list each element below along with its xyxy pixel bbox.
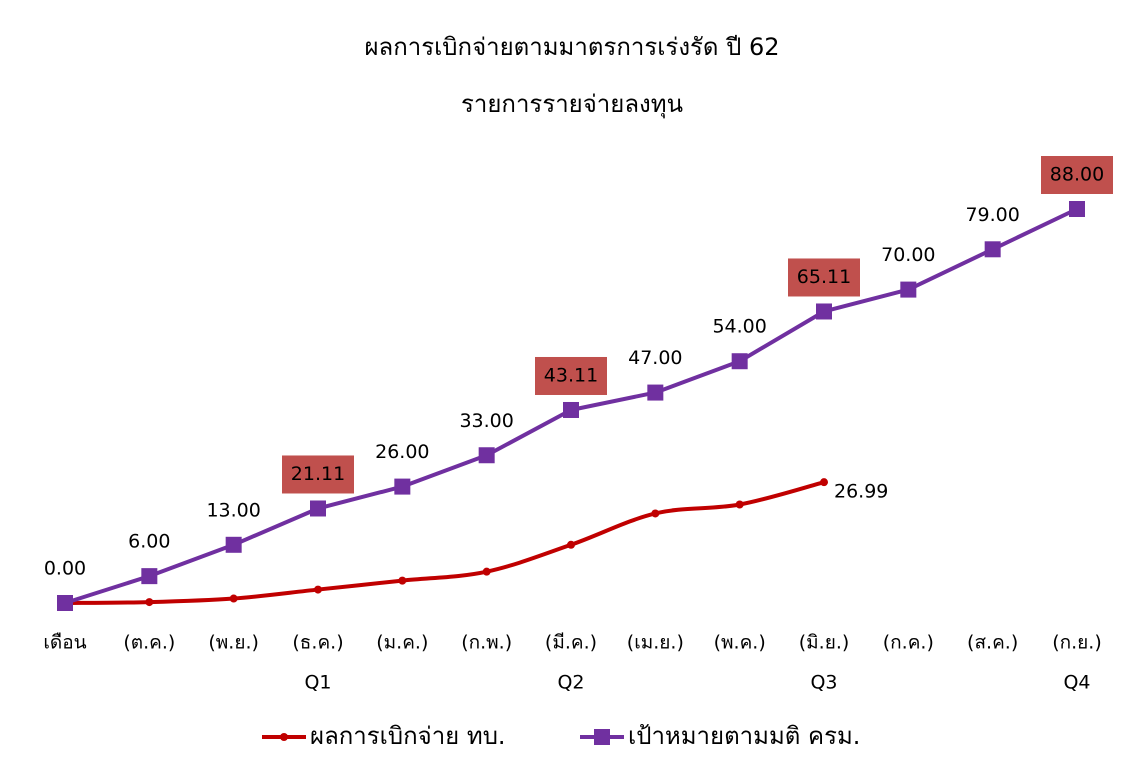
marker	[567, 540, 575, 549]
marker	[1069, 201, 1085, 217]
data-label: 21.11	[291, 463, 345, 485]
marker	[57, 595, 73, 611]
x-tick-label: (ก.ค.)	[883, 632, 934, 654]
x-tick-label: (พ.ค.)	[714, 632, 766, 654]
data-label: 79.00	[965, 204, 1019, 226]
data-label: 88.00	[1050, 164, 1104, 186]
data-label: 6.00	[128, 531, 170, 553]
data-label: 26.00	[375, 441, 429, 463]
quarter-label: Q1	[304, 672, 331, 694]
data-label: 33.00	[459, 410, 513, 432]
label-box	[788, 258, 860, 297]
x-tick-label: (มิ.ย.)	[799, 632, 850, 654]
marker	[229, 594, 238, 603]
data-label: 0.00	[44, 558, 86, 580]
label-box	[535, 356, 607, 395]
data-label: 54.00	[712, 316, 766, 338]
x-tick-label: (ธ.ค.)	[292, 632, 343, 654]
x-tick-label: (ต.ค.)	[123, 632, 175, 654]
marker	[647, 384, 664, 401]
marker	[314, 585, 322, 594]
data-label: 26.99	[834, 481, 888, 503]
label-box	[282, 455, 354, 494]
data-label: 43.11	[544, 364, 598, 386]
data-label: 65.11	[797, 266, 851, 288]
marker	[478, 447, 495, 464]
marker	[482, 567, 491, 576]
series-line	[64, 480, 825, 605]
x-tick-label: เดือน	[43, 632, 86, 654]
label-box	[1041, 156, 1113, 194]
marker	[820, 478, 828, 487]
marker	[398, 576, 407, 585]
x-tick-label: (ม.ค.)	[376, 632, 428, 654]
marker	[141, 568, 158, 585]
chart-title: ผลการเบิกจ่ายตามมาตรการเร่งรัด ปี 62	[364, 33, 779, 61]
x-tick-label: (ก.ย.)	[1052, 632, 1102, 654]
chart-subtitle: รายการรายจ่ายลงทุน	[461, 90, 683, 119]
marker	[731, 353, 748, 370]
data-label: 13.00	[206, 499, 260, 521]
x-tick-label: (เม.ย.)	[627, 632, 684, 654]
legend-label: ผลการเบิกจ่าย ทบ.	[310, 722, 506, 750]
legend-label: เป้าหมายตามมติ ครม.	[628, 722, 860, 750]
marker	[651, 509, 660, 518]
marker	[816, 303, 832, 320]
marker	[225, 536, 242, 553]
quarter-label: Q4	[1063, 672, 1090, 694]
data-label: 47.00	[628, 347, 682, 369]
marker	[900, 281, 917, 298]
marker	[145, 598, 154, 607]
marker	[394, 478, 411, 495]
marker	[563, 401, 579, 418]
x-tick-label: (มี.ค.)	[545, 632, 597, 654]
x-tick-label: (พ.ย.)	[208, 632, 259, 654]
x-tick-label: (ส.ค.)	[967, 632, 1018, 654]
marker	[310, 500, 326, 517]
marker	[984, 241, 1001, 258]
marker	[735, 500, 744, 509]
quarter-label: Q3	[810, 672, 837, 694]
x-tick-label: (ก.พ.)	[461, 632, 512, 654]
data-label: 70.00	[881, 244, 935, 266]
legend-marker	[594, 729, 610, 745]
quarter-label: Q2	[557, 672, 584, 694]
legend-marker	[280, 733, 288, 741]
